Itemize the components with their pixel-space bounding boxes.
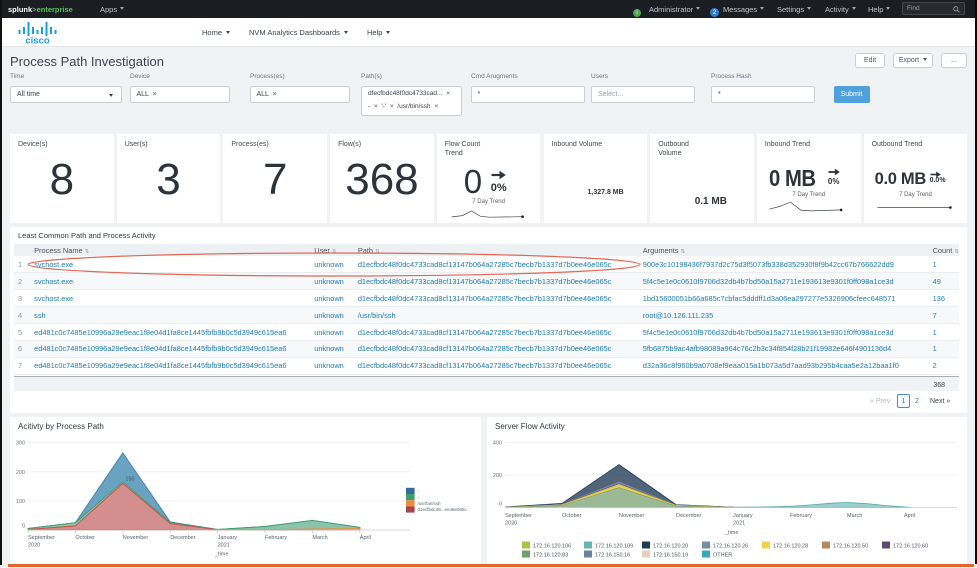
svg-text:150: 150 [613,478,622,484]
svg-text:February: February [790,513,812,519]
svg-text:300: 300 [16,441,25,447]
svg-text:172.16.150.16: 172.16.150.16 [595,553,630,559]
svg-text:March: March [312,535,327,541]
svg-text:0: 0 [499,502,502,508]
svg-text:200: 200 [493,473,502,479]
svg-text:2021: 2021 [733,521,745,527]
svg-text:_time: _time [214,552,228,558]
svg-text:December: December [676,513,702,519]
svg-text:-: - [418,489,420,494]
svg-text:Acitivty by Process Path: Acitivty by Process Path [18,422,104,431]
svg-text:-: - [418,495,420,500]
svg-text:January: January [218,535,238,541]
svg-text:172.16.150.19: 172.16.150.19 [653,553,688,559]
svg-text:cisco: cisco [25,36,49,47]
svg-text:November: November [123,535,149,541]
svg-text:200: 200 [16,470,25,476]
svg-text:0: 0 [22,524,25,530]
svg-text:January: January [733,513,753,519]
svg-text:2020: 2020 [505,521,517,527]
svg-text:Server Flow Activity: Server Flow Activity [495,422,565,431]
svg-text:October: October [562,513,582,519]
svg-text:172.16.120.106: 172.16.120.106 [533,544,571,550]
svg-text:October: October [75,535,95,541]
svg-text:December: December [170,535,196,541]
svg-text:150: 150 [125,477,134,483]
svg-text:2021: 2021 [218,543,230,549]
svg-text:172.16.120.28: 172.16.120.28 [773,544,808,550]
svg-text:February: February [265,535,287,541]
svg-text:d1ecfbdc48...ee46e065c: d1ecfbdc48...ee46e065c [418,507,468,512]
svg-text:172.16.120.26: 172.16.120.26 [713,544,748,550]
svg-text:172.16.120.50: 172.16.120.50 [833,544,868,550]
svg-text:April: April [904,513,915,519]
svg-text:November: November [619,513,645,519]
svg-text:172.16.120.83: 172.16.120.83 [533,553,568,559]
svg-text:172.16.120.109: 172.16.120.109 [595,544,633,550]
svg-text:172.16.120.60: 172.16.120.60 [893,544,928,550]
svg-text:September: September [505,513,532,519]
svg-text:2020: 2020 [28,543,40,549]
svg-text:172.16.120.20: 172.16.120.20 [653,544,688,550]
svg-text:OTHER: OTHER [713,553,732,559]
svg-text:September: September [28,535,55,541]
svg-text:/usr/bin/ssh: /usr/bin/ssh [418,501,442,506]
svg-text:100: 100 [16,499,25,505]
svg-text:_time: _time [724,530,738,536]
svg-text:April: April [360,535,371,541]
svg-text:400: 400 [493,441,502,447]
svg-text:March: March [847,513,862,519]
